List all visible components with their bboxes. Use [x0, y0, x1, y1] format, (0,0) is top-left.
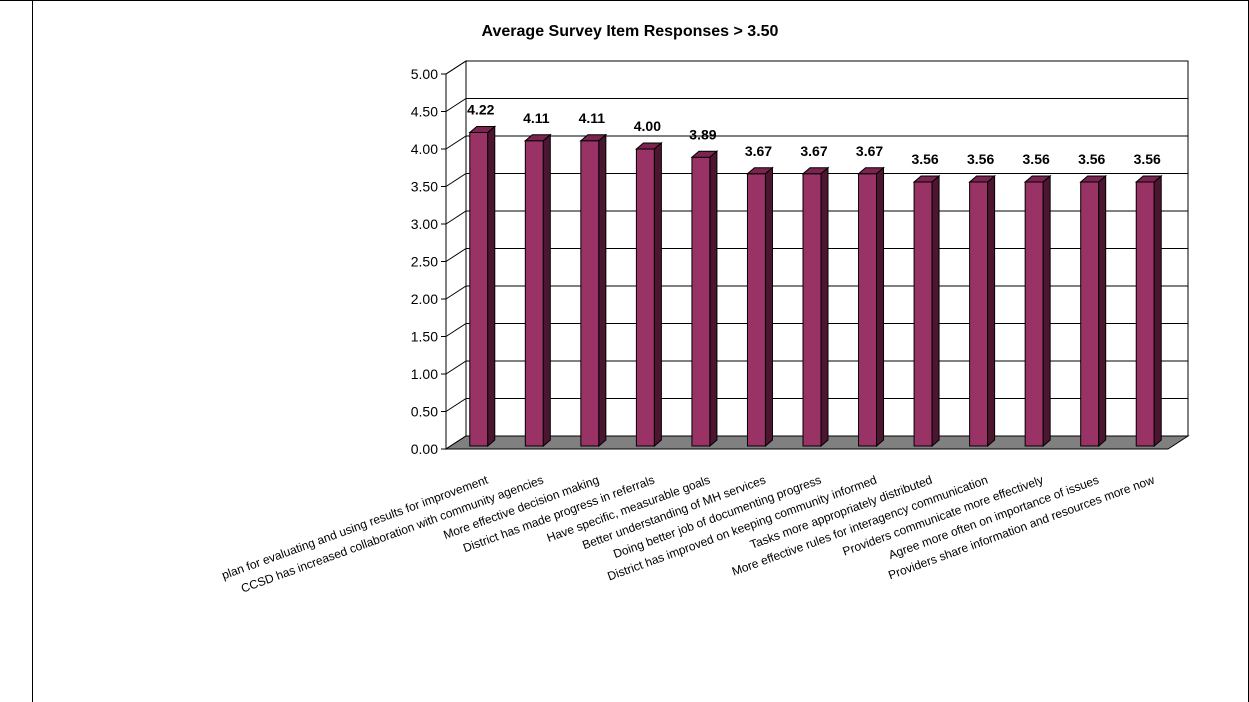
- gridline: [445, 323, 1188, 337]
- bar-front: [580, 140, 600, 447]
- gridline: [445, 60, 1188, 75]
- gridlines: [445, 60, 1188, 450]
- bar: [968, 174, 996, 448]
- gridline: [445, 173, 1188, 187]
- bar-front: [1135, 181, 1155, 447]
- y-tick-label: 0.00: [411, 441, 438, 457]
- bar-side: [487, 125, 496, 448]
- y-tick-label: 2.00: [411, 291, 438, 307]
- bar: [635, 141, 663, 448]
- bar-side: [598, 133, 607, 448]
- data-label: 3.56: [1023, 151, 1050, 167]
- data-label: 4.22: [467, 102, 494, 118]
- gridline: [445, 210, 1188, 225]
- data-label: 4.11: [523, 110, 550, 126]
- bar-side: [764, 166, 773, 448]
- data-label: 3.56: [1134, 151, 1161, 167]
- bar: [690, 150, 719, 448]
- bar-front: [746, 173, 766, 447]
- bar-side: [987, 174, 996, 448]
- bar-side: [542, 133, 551, 448]
- bar-side: [1153, 174, 1162, 448]
- bar-side: [1042, 174, 1051, 448]
- y-tick-label: 4.00: [411, 141, 438, 157]
- bar: [912, 174, 941, 448]
- bar-front: [802, 173, 822, 447]
- y-tick-label: 0.50: [411, 404, 438, 420]
- bar: [746, 166, 774, 448]
- bar: [468, 125, 497, 448]
- bar: [579, 133, 608, 448]
- bar-front: [1024, 181, 1044, 447]
- data-label: 3.89: [689, 126, 716, 142]
- gridline: [445, 285, 1188, 300]
- bar: [857, 166, 885, 448]
- chart-title: Average Survey Item Responses > 3.50: [482, 23, 779, 40]
- y-tick-label: 3.50: [411, 179, 438, 195]
- frame-border-top: [0, 0, 1249, 1]
- bar-front: [524, 140, 544, 447]
- value-labels: 4.22 4.11 4.11 4.00 3.89 3.67 3.67 3.67 3.56 3.56…: [467, 102, 1161, 168]
- x-axis-labels: plan for evaluating and using results fo…: [220, 472, 1157, 595]
- bar-front: [858, 173, 878, 447]
- gridline: [445, 398, 1188, 412]
- bar: [1023, 174, 1052, 448]
- bar-front: [469, 132, 489, 447]
- bar-front: [913, 181, 933, 447]
- y-axis-ticks: 0.00 0.50 1.00 1.50 2.00 2.50 3.00 3.50 4.00 4.50…: [411, 66, 447, 457]
- bar-side: [820, 166, 829, 448]
- bar-front: [969, 181, 989, 447]
- bar-side: [876, 166, 885, 448]
- y-tick-label: 5.00: [411, 66, 438, 82]
- bar: [523, 133, 552, 448]
- data-label: 3.56: [967, 151, 994, 167]
- data-label: 3.56: [1078, 151, 1105, 167]
- data-label: 3.56: [911, 151, 938, 167]
- y-tick-label: 4.50: [411, 104, 438, 120]
- data-label: 3.67: [745, 143, 772, 159]
- bars: [468, 125, 1163, 448]
- bar-side: [931, 174, 940, 448]
- gridline: [445, 360, 1188, 375]
- data-label: 4.00: [634, 118, 661, 134]
- bar: [801, 166, 830, 448]
- y-tick-label: 2.50: [411, 254, 438, 270]
- gridline: [445, 98, 1188, 112]
- bar-side: [1098, 174, 1107, 448]
- bar-front: [1080, 181, 1100, 447]
- gridline: [445, 135, 1188, 150]
- data-label: 3.67: [856, 143, 883, 159]
- y-tick-label: 3.00: [411, 216, 438, 232]
- bar: [1134, 174, 1163, 448]
- bar: [1079, 174, 1108, 448]
- data-label: 3.67: [800, 143, 827, 159]
- gridline: [445, 248, 1188, 262]
- y-tick-label: 1.00: [411, 366, 438, 382]
- bar-side: [709, 150, 718, 448]
- frame-border-left: [32, 0, 33, 702]
- y-tick-label: 1.50: [411, 329, 438, 345]
- bar-side: [653, 141, 662, 448]
- data-label: 4.11: [579, 110, 606, 126]
- bar-front: [635, 148, 655, 447]
- bar-front: [691, 156, 711, 447]
